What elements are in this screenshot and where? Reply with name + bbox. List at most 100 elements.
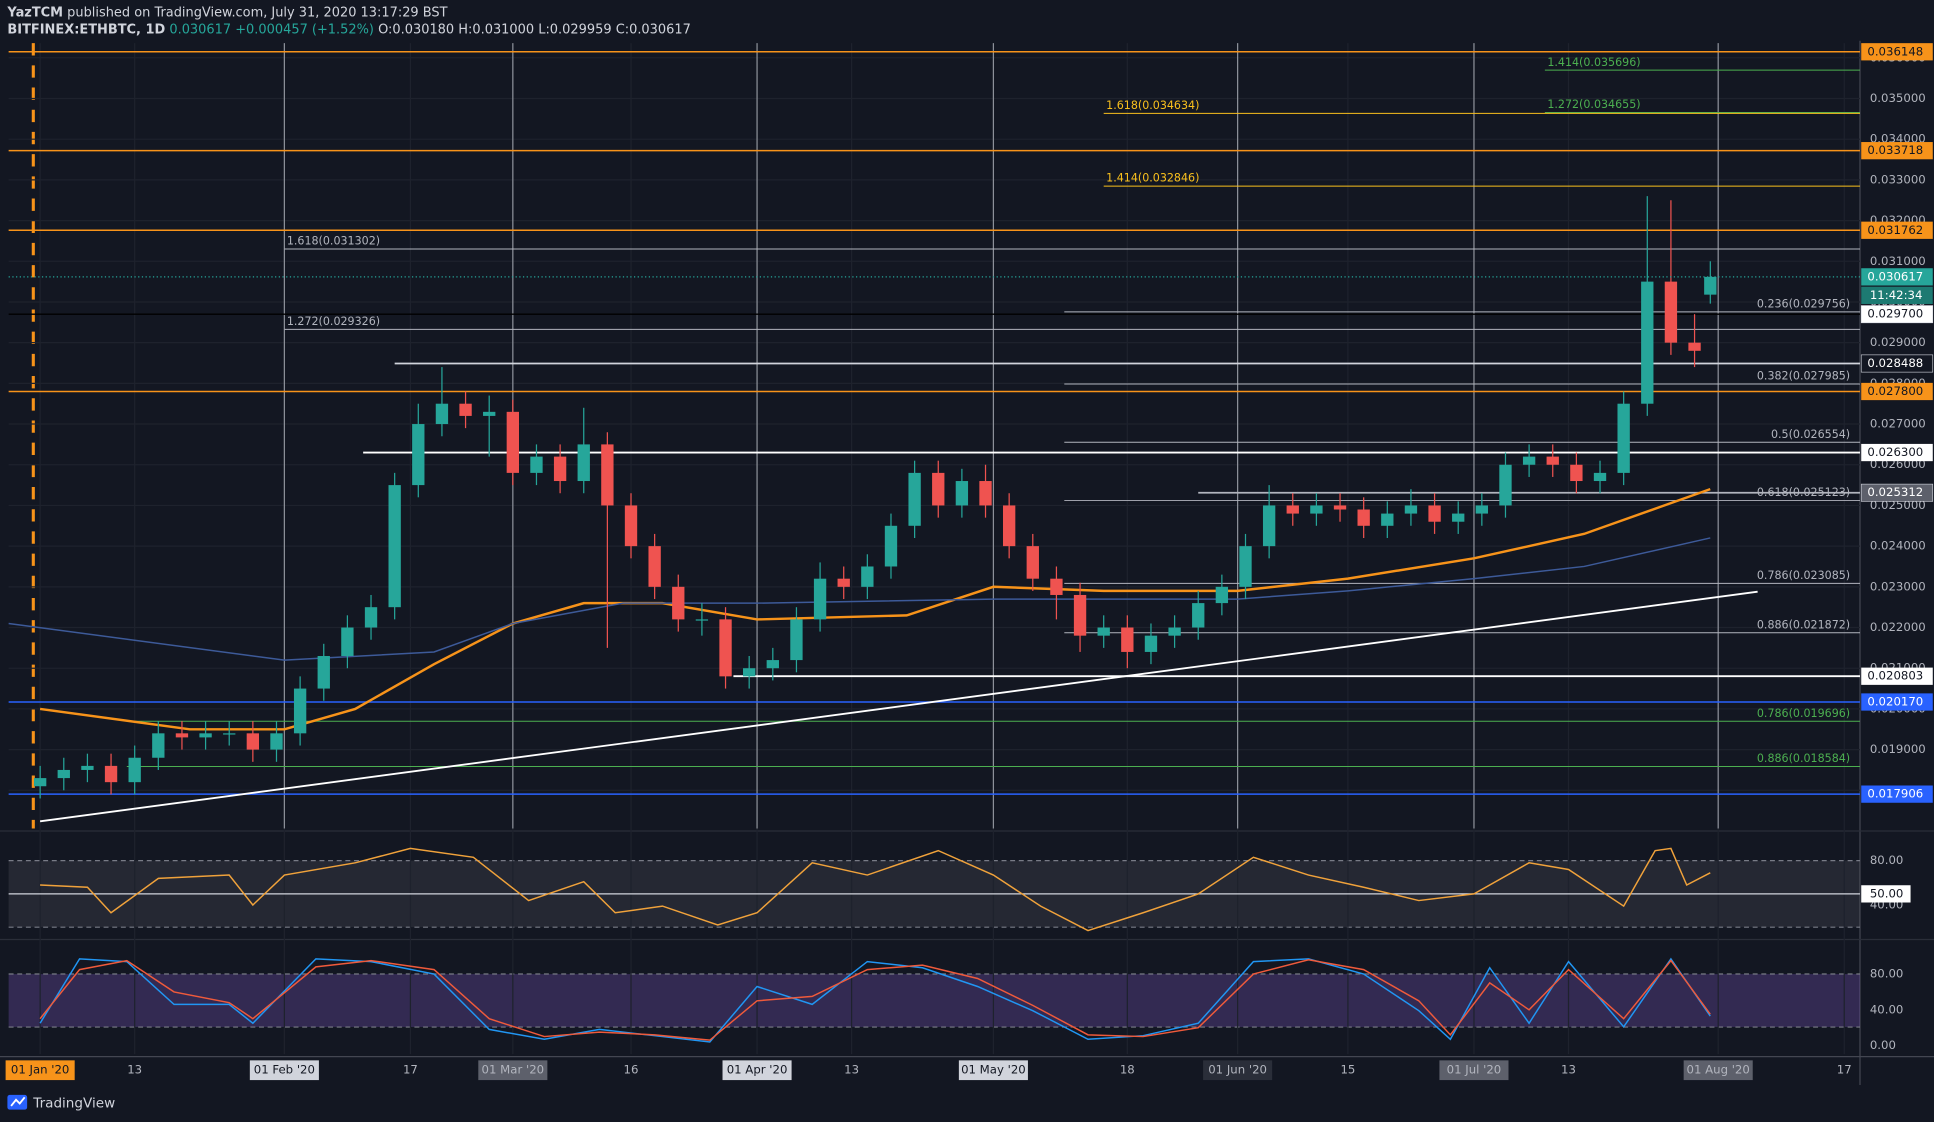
- open: O:0.030180: [378, 22, 454, 37]
- candle-body: [341, 627, 354, 657]
- candle-body: [246, 733, 260, 750]
- candle-body: [1593, 472, 1607, 482]
- level-box: [1860, 483, 1934, 502]
- candle-body: [837, 578, 850, 587]
- candle-body: [175, 733, 189, 738]
- candle-body: [483, 411, 496, 416]
- x-tick-label: 01 Jul '20: [1447, 1063, 1502, 1077]
- y-tick-label: 0.029000: [1870, 335, 1926, 349]
- x-tick-label: 13: [844, 1063, 859, 1077]
- candle-body: [223, 733, 236, 735]
- price-label: 0.030617: [1867, 269, 1923, 283]
- candle-body: [199, 733, 212, 738]
- candle-body: [1097, 627, 1110, 636]
- candle-body: [790, 619, 803, 661]
- fib-label: 0.886(0.018584): [1757, 752, 1850, 765]
- candle-body: [553, 456, 567, 482]
- candle-body: [1168, 627, 1181, 636]
- high: H:0.031000: [458, 22, 534, 37]
- candle-body: [861, 566, 874, 587]
- change: +0.000457 (+1.52%): [235, 22, 374, 37]
- candle-body: [1050, 578, 1063, 595]
- x-tick-label: 16: [624, 1063, 639, 1077]
- candle-body: [1499, 464, 1512, 506]
- x-tick-box: [1683, 1060, 1753, 1081]
- x-tick-box: [722, 1060, 792, 1081]
- moving-average: [39, 487, 1711, 731]
- candle-body: [884, 525, 898, 567]
- brand: TradingView: [32, 1096, 115, 1112]
- level-label: 0.026300: [1867, 445, 1923, 459]
- candle-body: [33, 778, 47, 787]
- fib-label: 1.618(0.031302): [287, 235, 380, 248]
- fib-label: 1.414(0.032846): [1106, 172, 1199, 185]
- y-tick-label: 0.023000: [1870, 579, 1926, 593]
- candle-body: [1546, 456, 1559, 465]
- close: C:0.030617: [616, 22, 691, 37]
- candle-body: [1522, 456, 1536, 465]
- candle-body: [364, 607, 378, 628]
- candle-body: [1452, 513, 1465, 522]
- candle-body: [1192, 603, 1205, 628]
- level-label: 0.025312: [1867, 485, 1923, 499]
- level-box: [1861, 43, 1933, 61]
- price-box: [1861, 268, 1933, 286]
- level-label: 0.027800: [1867, 384, 1923, 398]
- level-label: 0.020170: [1867, 694, 1923, 708]
- x-tick-box: [958, 1060, 1028, 1081]
- y-tick-label: 0.022000: [1870, 620, 1926, 634]
- candle-body: [435, 403, 449, 425]
- candle-body: [506, 411, 520, 473]
- level-box: [1861, 667, 1933, 685]
- candle-body: [1570, 464, 1583, 482]
- level-box: [1860, 305, 1934, 324]
- published: published on TradingView.com, July 31, 2…: [67, 5, 447, 20]
- candle-body: [1333, 505, 1347, 510]
- candle-body: [104, 765, 118, 783]
- indicator-tick-label: 80.00: [1870, 853, 1904, 867]
- y-tick-label: 0.033000: [1870, 172, 1926, 186]
- logo: TradingView: [7, 1094, 115, 1112]
- fib-label: 1.618(0.034634): [1106, 99, 1199, 112]
- fib-label: 1.414(0.035696): [1547, 56, 1640, 69]
- fib-label: 0.382(0.027985): [1757, 370, 1850, 383]
- candle-body: [577, 444, 590, 482]
- level-label: 0.028488: [1867, 356, 1923, 370]
- candle-body: [128, 757, 141, 783]
- candle-body: [293, 688, 307, 734]
- candle-body: [1357, 509, 1370, 526]
- level-label: 0.031762: [1867, 223, 1923, 237]
- fib-label: 0.886(0.021872): [1757, 618, 1850, 631]
- candle-body: [955, 481, 969, 506]
- moving-average: [8, 537, 1711, 661]
- header-line: YazTCM published on TradingView.com, Jul…: [6, 5, 447, 20]
- stoch-band: [8, 974, 1860, 1028]
- low: L:0.029959: [538, 22, 611, 37]
- fib-label: 0.5(0.026554): [1771, 428, 1850, 441]
- level-box: [1861, 693, 1933, 711]
- candle-body: [530, 456, 543, 473]
- indicator-line: [39, 958, 1711, 1041]
- candle-body: [813, 578, 827, 620]
- candle-body: [932, 472, 945, 506]
- fib-label: 1.272(0.034655): [1547, 98, 1640, 111]
- countdown: 11:42:34: [1870, 288, 1923, 302]
- level-box: [1861, 443, 1933, 462]
- fib-label: 0.786(0.023085): [1757, 569, 1850, 582]
- x-tick-label: 01 Feb '20: [254, 1063, 315, 1077]
- candle-body: [1286, 505, 1299, 514]
- candle-body: [908, 472, 921, 526]
- candle-body: [1704, 276, 1717, 295]
- x-tick-box: [478, 1060, 548, 1081]
- fib-label: 0.786(0.019696): [1757, 707, 1850, 720]
- y-tick-label: 0.019000: [1870, 742, 1926, 756]
- author: YazTCM: [6, 5, 63, 20]
- candle-body: [270, 733, 283, 750]
- candle-body: [719, 619, 732, 677]
- candle-body: [1641, 281, 1654, 404]
- x-tick-label: 13: [127, 1063, 142, 1077]
- x-tick-label: 13: [1561, 1063, 1576, 1077]
